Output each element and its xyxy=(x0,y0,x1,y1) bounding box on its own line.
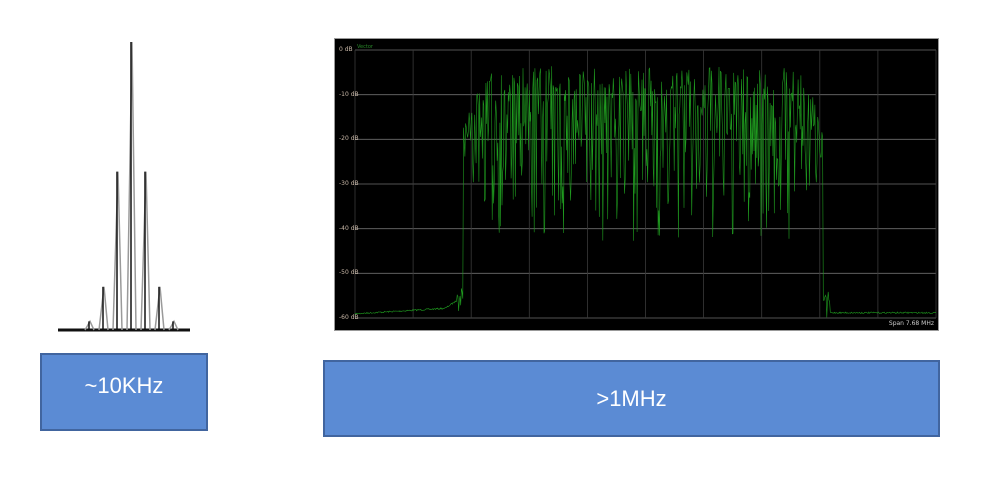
y-axis-label: -10 dB xyxy=(339,90,359,98)
spike-shadow xyxy=(168,319,179,331)
spike-shadow xyxy=(140,171,151,331)
y-axis-label: 0 dB xyxy=(339,46,353,53)
spectrum-trace xyxy=(354,66,937,318)
narrowband-label: ~10KHz xyxy=(84,373,164,398)
y-axis-label: -40 dB xyxy=(339,224,359,232)
y-axis-label: -20 dB xyxy=(339,135,359,143)
wideband-label-box: >1MHz xyxy=(323,360,940,437)
span-readout: Span 7.68 MHz xyxy=(888,320,934,327)
wideband-spectrum xyxy=(354,49,937,319)
y-axis-label: -30 dB xyxy=(339,180,359,187)
spike-shadow xyxy=(126,41,137,331)
trace-name: Vector xyxy=(357,44,373,50)
spike-shadow xyxy=(84,319,95,331)
y-axis-label: -60 dB xyxy=(339,314,359,321)
spike-shadow xyxy=(112,171,123,331)
spectrum-analyzer-display: Vector 0 dB -10 dB -20 dB -30 dB -40 dB -50 d… xyxy=(334,38,939,331)
narrowband-label-box: ~10KHz xyxy=(40,353,208,431)
y-axis-label: -50 dB xyxy=(339,269,359,277)
wideband-label: >1MHz xyxy=(596,385,667,411)
spike-shadow xyxy=(98,286,109,331)
spike-shadow xyxy=(154,286,165,331)
narrowband-spectrum xyxy=(58,41,190,332)
